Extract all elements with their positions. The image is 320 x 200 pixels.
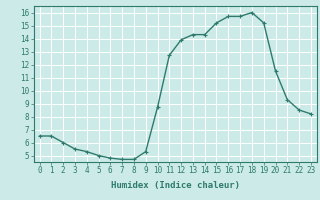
X-axis label: Humidex (Indice chaleur): Humidex (Indice chaleur) [111, 181, 240, 190]
